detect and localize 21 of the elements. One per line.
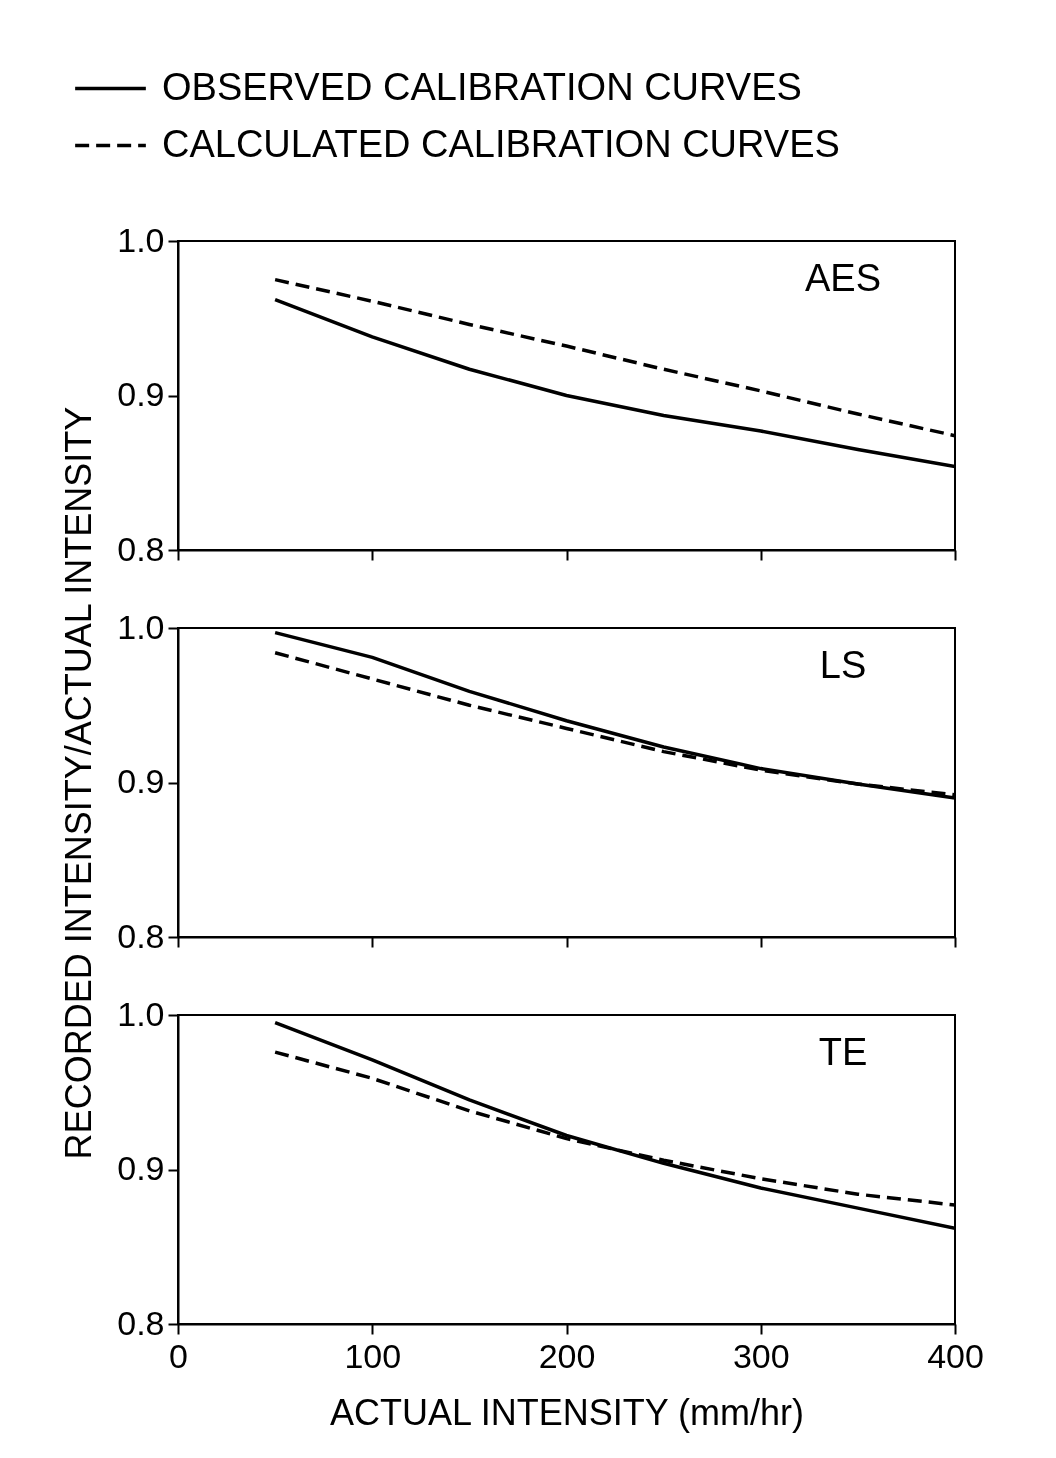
y-axis-title: RECORDED INTENSITY/ACTUAL INTENSITY: [58, 406, 100, 1160]
y-tick-label: 0.9: [117, 762, 165, 800]
x-tick-label: 400: [927, 1336, 984, 1375]
y-tick-label: 0.8: [117, 1303, 165, 1342]
x-tick-label: 100: [344, 1336, 402, 1375]
x-tick-label: 200: [538, 1336, 596, 1375]
y-tick-label: 0.8: [117, 916, 165, 955]
x-axis-title: ACTUAL INTENSITY (mm/hr): [329, 1391, 805, 1433]
legend-label: CALCULATED CALIBRATION CURVES: [162, 122, 840, 165]
annotation: AES: [804, 257, 882, 299]
y-tick-label: 1.0: [117, 607, 165, 646]
annotation: TE: [818, 1031, 868, 1073]
y-tick-label: 0.8: [117, 529, 165, 568]
y-tick-label: 1.0: [117, 994, 165, 1033]
legend-label: OBSERVED CALIBRATION CURVES: [162, 65, 802, 108]
y-tick-label: 0.9: [117, 375, 165, 413]
annotation: LS: [819, 644, 867, 686]
y-tick-label: 1.0: [117, 220, 165, 259]
y-tick-label: 0.9: [117, 1149, 165, 1187]
x-tick-label: 0: [169, 1336, 188, 1375]
x-tick-label: 300: [732, 1336, 790, 1375]
